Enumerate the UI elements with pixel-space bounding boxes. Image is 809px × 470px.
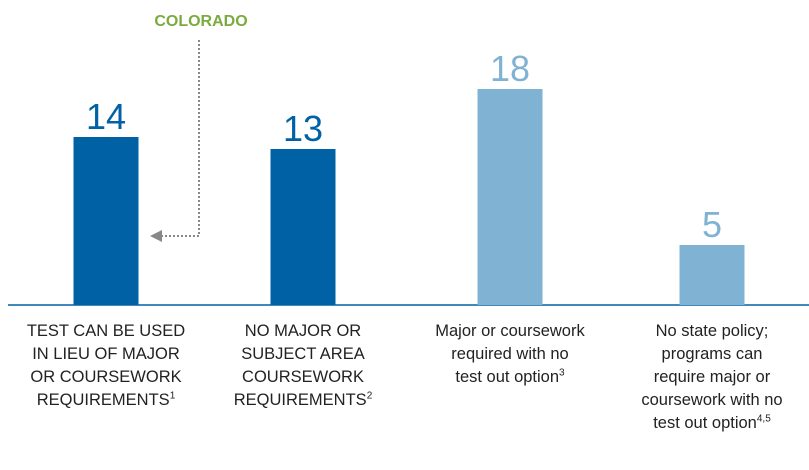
- value-label: 14: [86, 96, 126, 137]
- bar: [270, 149, 336, 305]
- category-label: Major or coursework required with no tes…: [410, 320, 610, 389]
- annotation: COLORADO: [154, 13, 247, 30]
- category-text: TEST CAN BE USED IN LIEU OF MAJOR OR COU…: [26, 322, 186, 409]
- footnote: 4,5: [756, 413, 771, 425]
- arrow-head: [150, 230, 162, 242]
- value-label: 5: [702, 204, 722, 245]
- footnote: 1: [169, 390, 176, 402]
- footnote: 3: [559, 367, 565, 379]
- bar: [679, 245, 745, 305]
- bar: [477, 89, 543, 305]
- category-text: NO MAJOR OR SUBJECT AREA COURSEWORK REQU…: [233, 322, 367, 409]
- category-label: No state policy; programs can require ma…: [612, 320, 809, 435]
- footnote: 2: [366, 390, 373, 402]
- value-label: 13: [283, 108, 323, 149]
- value-label: 18: [490, 48, 530, 89]
- category-label: NO MAJOR OR SUBJECT AREA COURSEWORK REQU…: [203, 320, 403, 412]
- bar: [73, 137, 139, 305]
- category-text: No state policy; programs can require ma…: [641, 322, 783, 432]
- category-label: TEST CAN BE USED IN LIEU OF MAJOR OR COU…: [6, 320, 206, 412]
- annotation-arrow: [162, 40, 200, 237]
- category-text: Major or coursework required with no tes…: [435, 322, 585, 386]
